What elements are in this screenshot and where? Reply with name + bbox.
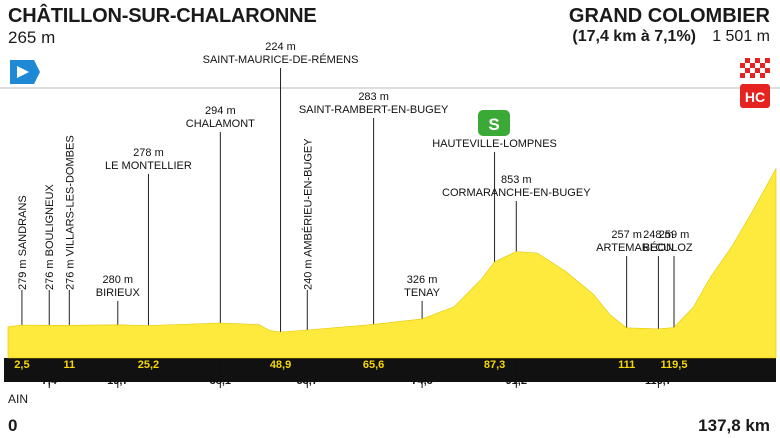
waypoint-vertical-label: 240 m AMBÉRIEU-EN-BUGEY — [301, 138, 314, 290]
km-marker-label: 19,7 — [107, 375, 128, 387]
waypoint-altitude: 294 m — [205, 105, 236, 117]
checker-square — [745, 73, 750, 78]
waypoint-altitude: 257 m — [611, 229, 642, 241]
start-altitude: 265 m — [8, 28, 56, 47]
waypoint-altitude: 326 m — [407, 274, 438, 286]
checker-square — [765, 63, 770, 68]
waypoint-altitude: 224 m — [265, 41, 296, 53]
waypoint-vertical-label: 279 m SANDRANS — [17, 195, 29, 290]
waypoint-vertical-label: 276 m VILLARS-LES-DOMBES — [64, 135, 76, 290]
km-marker-label: 53,7 — [297, 375, 318, 387]
hc-badge-icon — [740, 84, 770, 108]
checker-square — [760, 68, 765, 73]
waypoint-altitude: 283 m — [358, 91, 389, 103]
checker-square — [740, 58, 745, 63]
sprint-badge-label: S — [488, 115, 499, 134]
waypoint-name: BÉON — [643, 241, 674, 254]
elevation-profile-area — [7, 168, 777, 359]
waypoint-name: LE MONTELLIER — [105, 160, 192, 172]
waypoint-name: ARTEMARE — [596, 242, 657, 254]
waypoint-name: TENAY — [404, 287, 441, 299]
hc-badge-label: HC — [745, 89, 765, 105]
checker-square — [750, 58, 755, 63]
waypoint-name: SAINT-RAMBERT-EN-BUGEY — [299, 104, 449, 116]
finish-town-name: GRAND COLOMBIER — [568, 5, 770, 27]
km-marker-label: 119,5 — [661, 359, 688, 371]
waypoint-name: CHALAMONT — [186, 118, 255, 130]
play-arrow-icon — [17, 66, 29, 78]
km-marker-label: 2,5 — [14, 359, 29, 371]
waypoint-altitude: 259 m — [659, 229, 690, 241]
km-marker-label: 87,3 — [484, 359, 505, 371]
distance-band — [4, 358, 776, 382]
waypoint-name: CORMARANCHE-EN-BUGEY — [442, 187, 591, 199]
finish-climb-info: (17,4 km à 7,1%) — [572, 28, 696, 45]
checker-square — [740, 68, 745, 73]
waypoint-altitude: 280 m — [103, 274, 134, 286]
checker-square — [760, 58, 765, 63]
start-town-name: CHÂTILLON-SUR-CHALARONNE — [8, 5, 317, 27]
waypoint-altitude: 248 m — [643, 229, 674, 241]
region-label: AIN — [8, 392, 29, 406]
checker-square — [755, 73, 760, 78]
distance-total: 137,8 km — [698, 416, 770, 435]
km-marker-label: 38,1 — [210, 375, 231, 387]
finish-altitude: 1 501 m — [712, 28, 770, 45]
checker-square — [750, 68, 755, 73]
waypoint-altitude: 853 m — [501, 174, 532, 186]
checker-square — [765, 73, 770, 78]
sprint-badge-icon — [478, 110, 510, 136]
waypoint-name: CULOZ — [655, 242, 693, 254]
km-marker-label: 111 — [618, 359, 635, 371]
waypoint-name: HAUTEVILLE-LOMPNES — [432, 138, 557, 150]
km-marker-label: 91,2 — [506, 375, 527, 387]
waypoint-vertical-label: 276 m BOULIGNEUX — [44, 184, 56, 290]
km-marker-label: 48,9 — [270, 359, 291, 371]
km-marker-label: 74,3 — [411, 375, 432, 387]
checker-square — [745, 63, 750, 68]
waypoint-altitude: 278 m — [133, 147, 164, 159]
waypoint-name: SAINT-MAURICE-DE-RÉMENS — [203, 53, 359, 66]
km-marker-label: 116,7 — [645, 375, 672, 387]
waypoint-name: BIRIEUX — [96, 287, 141, 299]
checker-square — [755, 63, 760, 68]
km-marker-label: 65,6 — [363, 359, 384, 371]
km-marker-label: 7,4 — [42, 375, 58, 387]
km-marker-label: 25,2 — [138, 359, 159, 371]
km-marker-label: 11 — [63, 359, 75, 371]
distance-start: 0 — [8, 416, 18, 435]
